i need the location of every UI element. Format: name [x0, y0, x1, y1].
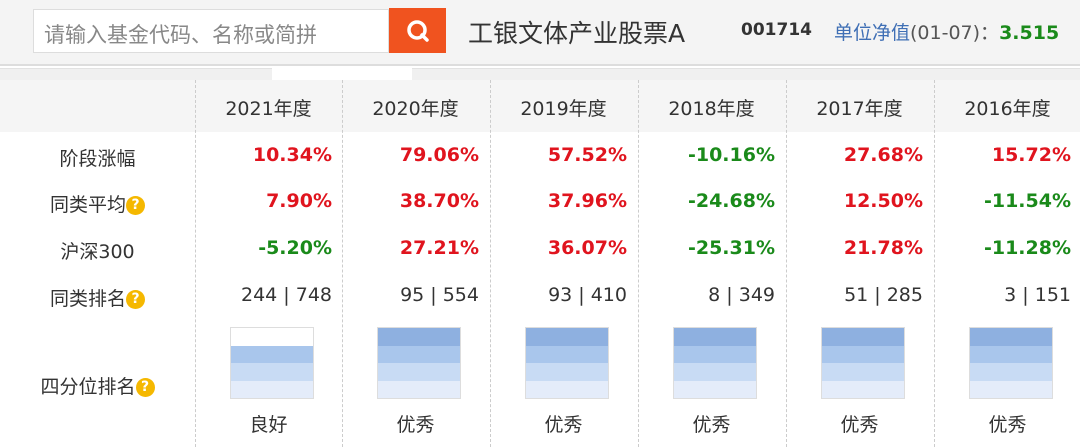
fund-code: 001714 — [741, 20, 812, 40]
tab-strip — [0, 68, 1080, 80]
label-text: 四分位排名 — [40, 376, 136, 398]
period-return: 57.52% — [547, 144, 627, 166]
nav-date: (01-07)： — [910, 22, 1000, 44]
quartile-segment — [970, 363, 1052, 381]
fund-name: 工银文体产业股票A — [468, 19, 686, 48]
category-rank: 3 | 151 — [1004, 284, 1071, 306]
period-return: 10.34% — [252, 144, 332, 166]
hs300-return: 36.07% — [547, 237, 627, 259]
info-icon[interactable]: ? — [135, 378, 155, 397]
quartile-grade: 优秀 — [396, 414, 435, 436]
quartile-segment — [231, 328, 313, 346]
year-header: 2020年度 — [372, 98, 459, 120]
table-header — [0, 80, 1080, 132]
category-rank: 95 | 554 — [400, 284, 479, 306]
category-average: 37.96% — [547, 190, 627, 212]
quartile-segment — [231, 345, 313, 363]
quartile-segment — [378, 380, 460, 398]
column-divider — [638, 80, 639, 447]
quartile-segment — [378, 363, 460, 381]
nav-label[interactable]: 单位净值 — [834, 22, 911, 44]
hs300-return: -11.28% — [983, 237, 1071, 259]
hs300-return: -5.20% — [258, 237, 332, 259]
category-rank: 244 | 748 — [240, 284, 332, 306]
row-label-rank: 同类排名? — [0, 284, 195, 311]
label-text: 同类平均 — [49, 194, 126, 216]
year-header: 2016年度 — [964, 98, 1051, 120]
category-rank: 93 | 410 — [548, 284, 627, 306]
quartile-grade: 优秀 — [988, 414, 1027, 436]
quartile-segment — [526, 328, 608, 346]
quartile-bar — [377, 327, 461, 399]
column-divider — [934, 80, 935, 447]
fund-search-input[interactable]: 请输入基金代码、名称或简拼 — [33, 9, 389, 53]
quartile-segment — [526, 380, 608, 398]
info-icon[interactable]: ? — [126, 290, 145, 309]
hs300-return: -25.31% — [687, 237, 775, 259]
row-label-return: 阶段涨幅 — [59, 148, 136, 170]
quartile-segment — [231, 363, 313, 381]
column-divider — [786, 80, 787, 447]
quartile-segment — [674, 380, 756, 398]
period-return: 79.06% — [399, 144, 479, 166]
quartile-segment — [526, 345, 608, 363]
year-header: 2019年度 — [520, 98, 607, 120]
quartile-segment — [822, 363, 904, 381]
quartile-segment — [822, 345, 904, 363]
category-average: 38.70% — [399, 190, 479, 212]
category-average: -24.68% — [687, 190, 775, 212]
quartile-grade: 优秀 — [692, 414, 731, 436]
quartile-bar — [821, 327, 905, 399]
category-average: -11.54% — [983, 190, 1071, 212]
hs300-return: 27.21% — [399, 237, 479, 259]
info-icon[interactable]: ? — [126, 196, 145, 215]
quartile-segment — [970, 380, 1052, 398]
quartile-segment — [970, 345, 1052, 363]
category-rank: 8 | 349 — [708, 284, 775, 306]
period-return: -10.16% — [687, 144, 775, 166]
year-header: 2018年度 — [668, 98, 755, 120]
column-divider — [490, 80, 491, 447]
quartile-bar — [230, 327, 314, 399]
search-button[interactable] — [389, 8, 446, 53]
row-label-category-avg: 同类平均? — [0, 190, 195, 217]
quartile-grade: 优秀 — [544, 414, 583, 436]
category-rank: 51 | 285 — [844, 284, 923, 306]
category-average: 12.50% — [843, 190, 923, 212]
period-return: 27.68% — [843, 144, 923, 166]
label-text: 同类排名 — [49, 288, 126, 310]
quartile-segment — [231, 380, 313, 398]
quartile-bar — [969, 327, 1053, 399]
column-divider — [195, 80, 196, 447]
column-divider — [342, 80, 343, 447]
quartile-bar — [673, 327, 757, 399]
category-average: 7.90% — [266, 190, 332, 212]
nav-value: 3.515 — [999, 22, 1060, 44]
search-icon — [406, 19, 429, 42]
quartile-segment — [822, 380, 904, 398]
nav-info: 单位净值(01-07)：3.515 — [834, 18, 1059, 45]
quartile-segment — [674, 363, 756, 381]
year-header: 2021年度 — [225, 98, 312, 120]
quartile-segment — [970, 328, 1052, 346]
quartile-segment — [674, 328, 756, 346]
year-header: 2017年度 — [816, 98, 903, 120]
yearly-performance-table: 阶段涨幅 同类平均? 沪深300 同类排名? 四分位排名? 2021年度 10.3… — [0, 80, 1080, 447]
active-tab[interactable] — [272, 68, 412, 80]
row-label-quartile: 四分位排名? — [0, 372, 195, 399]
quartile-grade: 优秀 — [840, 414, 879, 436]
period-return: 15.72% — [991, 144, 1071, 166]
quartile-grade: 良好 — [249, 414, 288, 436]
quartile-segment — [526, 363, 608, 381]
row-label-hs300: 沪深300 — [60, 241, 135, 263]
hs300-return: 21.78% — [843, 237, 923, 259]
quartile-segment — [674, 345, 756, 363]
header-bar: 请输入基金代码、名称或简拼 工银文体产业股票A 001714 单位净值(01-0… — [0, 0, 1080, 66]
quartile-bar — [525, 327, 609, 399]
quartile-segment — [822, 328, 904, 346]
quartile-segment — [378, 345, 460, 363]
quartile-segment — [378, 328, 460, 346]
